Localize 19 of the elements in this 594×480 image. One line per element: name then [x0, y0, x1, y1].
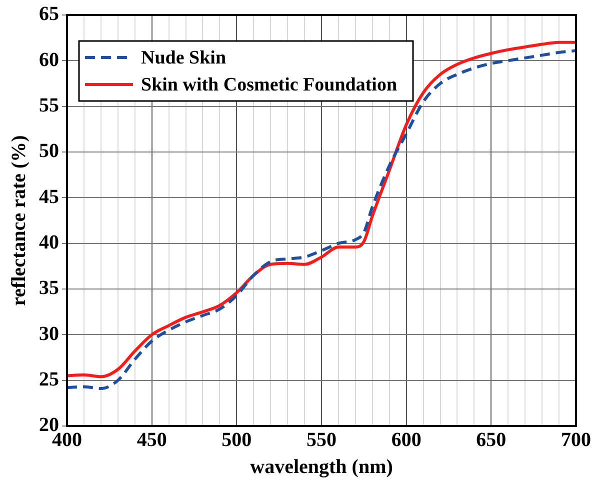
y-axis-title: reflectance rate (%) — [8, 135, 30, 306]
legend-label: Skin with Cosmetic Foundation — [141, 74, 398, 96]
x-tick-label: 700 — [561, 429, 591, 452]
x-tick-label: 600 — [391, 429, 422, 452]
x-tick-label: 500 — [222, 429, 252, 452]
x-tick-label: 450 — [136, 429, 167, 452]
y-tick-label: 60 — [39, 48, 59, 71]
x-axis-title: wavelength (nm) — [250, 456, 393, 478]
y-tick-label: 50 — [39, 140, 59, 162]
y-tick-label: 55 — [39, 94, 59, 117]
y-tick-label: 40 — [39, 232, 59, 254]
legend-label: Nude Skin — [141, 47, 226, 68]
x-tick-label: 550 — [306, 429, 336, 452]
x-tick-label: 650 — [476, 429, 506, 452]
y-tick-label: 30 — [39, 322, 59, 345]
y-tick-label: 25 — [39, 368, 59, 391]
y-tick-label: 45 — [39, 186, 59, 208]
y-tick-label: 35 — [39, 277, 59, 300]
y-tick-label: 65 — [39, 3, 59, 26]
